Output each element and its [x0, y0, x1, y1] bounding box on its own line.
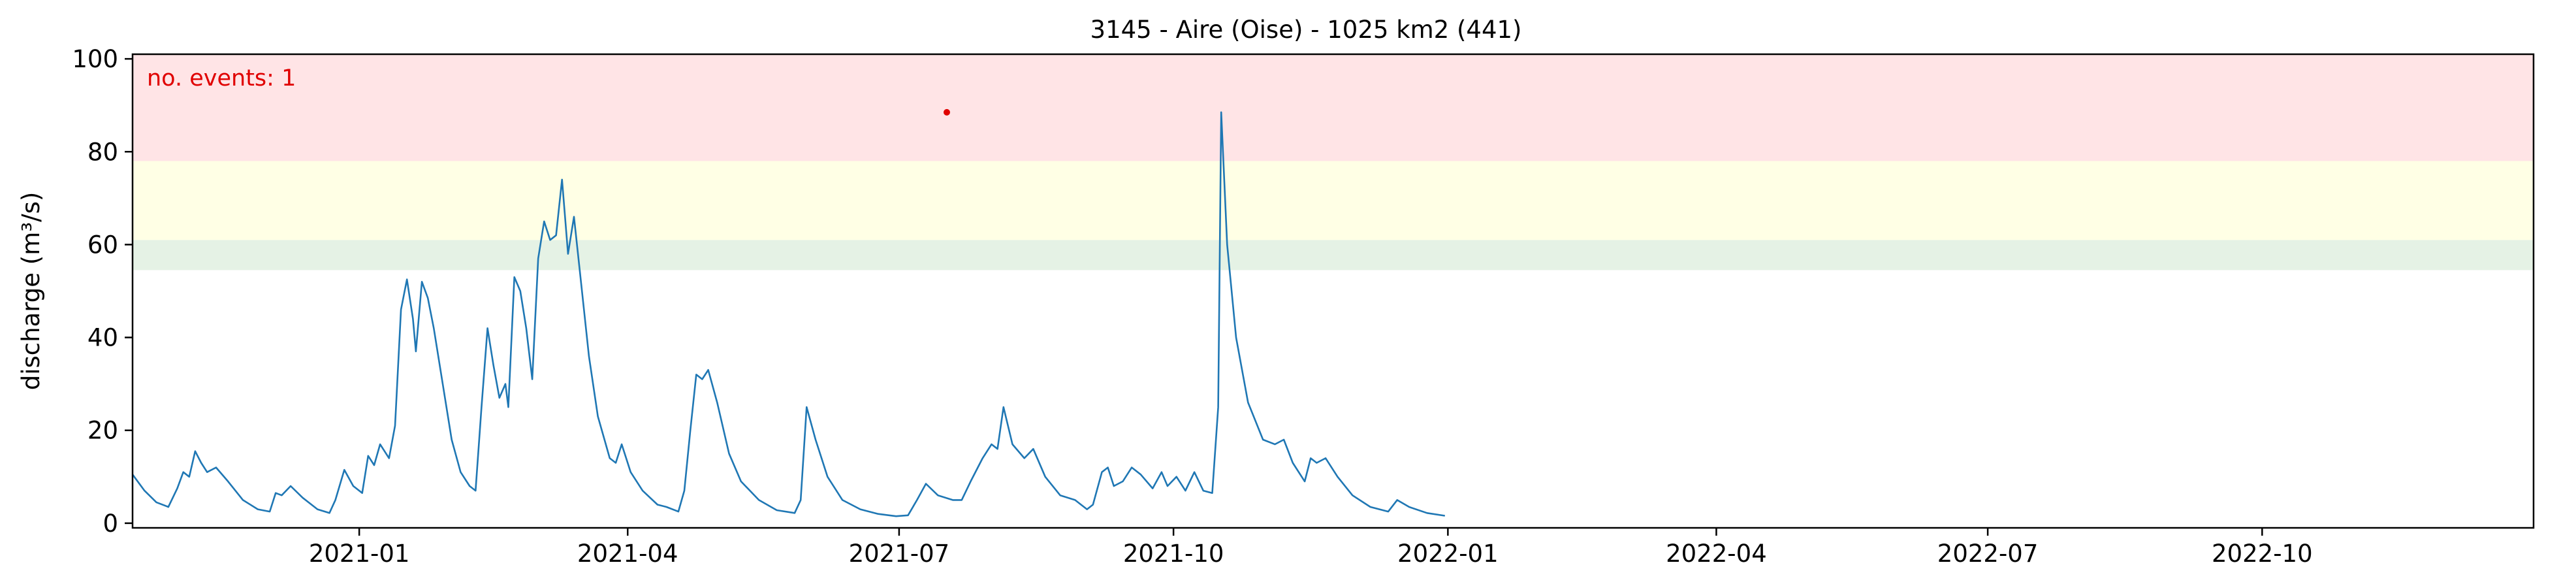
x-tick-label-4: 2022-01 — [1397, 540, 1499, 568]
chart-title: 3145 - Aire (Oise) - 1025 km2 (441) — [1090, 16, 1522, 44]
threshold-band-2 — [133, 54, 2534, 161]
x-tick-label-1: 2021-04 — [577, 540, 678, 568]
x-tick-label-6: 2022-07 — [1937, 540, 2039, 568]
y-axis: 0 20 40 60 80 100 — [72, 45, 133, 538]
x-tick-label-3: 2021-10 — [1123, 540, 1224, 568]
y-tick-label-5: 100 — [72, 45, 118, 73]
events-annotation: no. events: 1 — [147, 65, 296, 91]
event-point-0 — [943, 108, 950, 116]
x-tick-label-5: 2022-04 — [1666, 540, 1767, 568]
y-tick-label-4: 80 — [87, 138, 118, 166]
x-tick-label-2: 2021-07 — [849, 540, 950, 568]
x-tick-label-0: 2021-01 — [309, 540, 410, 568]
event-points — [943, 108, 950, 116]
x-tick-label-7: 2022-10 — [2212, 540, 2313, 568]
y-tick-label-1: 20 — [87, 417, 118, 445]
y-tick-label-3: 60 — [87, 231, 118, 259]
y-axis-label: discharge (m³/s) — [17, 192, 45, 391]
series-layer — [131, 111, 1445, 517]
y-tick-label-0: 0 — [103, 510, 118, 538]
threshold-bands — [133, 54, 2534, 270]
y-tick-label-2: 40 — [87, 324, 118, 352]
threshold-band-1 — [133, 161, 2534, 240]
threshold-band-0 — [133, 240, 2534, 270]
x-axis: 2021-01 2021-04 2021-07 2021-10 2022-01 2022-… — [309, 528, 2313, 568]
series-line-0 — [131, 111, 1445, 517]
plot-frame — [131, 53, 2535, 529]
